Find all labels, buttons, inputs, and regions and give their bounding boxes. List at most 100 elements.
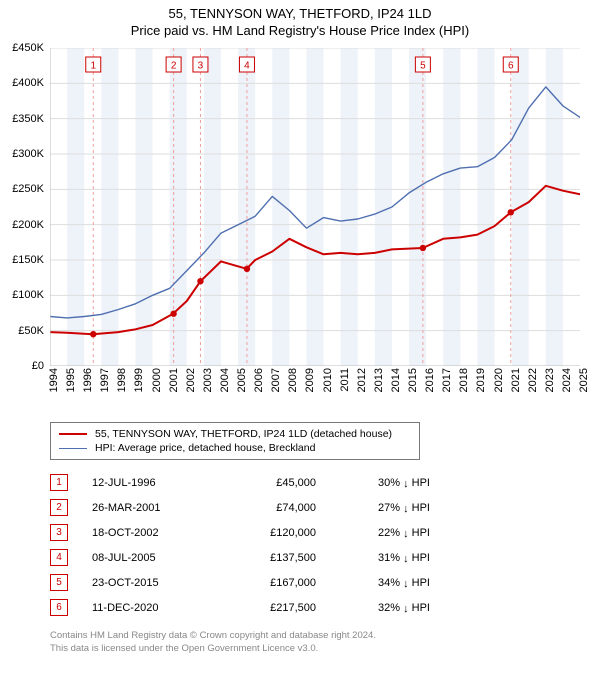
down-arrow-icon: ↓ [403, 528, 409, 540]
y-axis-label: £200K [12, 219, 44, 231]
svg-text:1: 1 [90, 61, 96, 72]
sale-row-pct: 32% ↓ HPI [340, 602, 430, 614]
sale-row-price: £45,000 [226, 477, 316, 489]
x-axis-label: 2006 [253, 368, 265, 392]
y-axis-label: £0 [32, 360, 44, 372]
sale-row: 5 23-OCT-2015 £167,000 34% ↓ HPI [50, 570, 600, 595]
x-axis-label: 2002 [185, 368, 197, 392]
legend-swatch [59, 448, 87, 449]
sale-marker-label: 5 [415, 57, 430, 72]
x-axis-label: 2007 [270, 368, 282, 392]
sale-row-price: £217,500 [226, 602, 316, 614]
x-axis-label: 2011 [339, 368, 351, 392]
down-arrow-icon: ↓ [403, 478, 409, 490]
sale-row-pct: 31% ↓ HPI [340, 552, 430, 564]
sale-marker-label: 6 [503, 57, 518, 72]
x-axis-label: 2013 [373, 368, 385, 392]
sales-table: 1 12-JUL-1996 £45,000 30% ↓ HPI 2 26-MAR-2001… [50, 470, 600, 620]
sale-row: 4 08-JUL-2005 £137,500 31% ↓ HPI [50, 545, 600, 570]
y-axis-label: £350K [12, 113, 44, 125]
sale-marker-label: 2 [166, 57, 181, 72]
legend-swatch [59, 433, 87, 435]
sale-row-date: 23-OCT-2015 [92, 577, 202, 589]
sale-marker-label: 1 [86, 57, 101, 72]
sale-row-pct: 22% ↓ HPI [340, 527, 430, 539]
x-axis-label: 2017 [441, 368, 453, 392]
legend-row: 55, TENNYSON WAY, THETFORD, IP24 1LD (de… [59, 427, 411, 441]
x-axis-label: 2025 [578, 368, 590, 392]
sale-row-marker: 4 [50, 549, 68, 566]
legend: 55, TENNYSON WAY, THETFORD, IP24 1LD (de… [50, 422, 420, 460]
sale-row-date: 26-MAR-2001 [92, 502, 202, 514]
x-axis-label: 2001 [168, 368, 180, 392]
x-axis-label: 2023 [544, 368, 556, 392]
x-axis-label: 2003 [202, 368, 214, 392]
sale-marker-label: 3 [193, 57, 208, 72]
x-axis-label: 2010 [322, 368, 334, 392]
sale-row-price: £137,500 [226, 552, 316, 564]
sale-row: 3 18-OCT-2002 £120,000 22% ↓ HPI [50, 520, 600, 545]
x-axis-label: 2015 [407, 368, 419, 392]
sale-row-pct: 30% ↓ HPI [340, 477, 430, 489]
x-axis-label: 1995 [65, 368, 77, 392]
y-axis-label: £150K [12, 254, 44, 266]
legend-label: HPI: Average price, detached house, Brec… [95, 442, 315, 454]
x-axis-label: 2021 [510, 368, 522, 392]
svg-text:6: 6 [508, 61, 514, 72]
sale-row-price: £120,000 [226, 527, 316, 539]
sale-row: 1 12-JUL-1996 £45,000 30% ↓ HPI [50, 470, 600, 495]
footer-line-1: Contains HM Land Registry data © Crown c… [50, 630, 600, 643]
sale-row-marker: 2 [50, 499, 68, 516]
x-axis-label: 1997 [99, 368, 111, 392]
sale-row: 2 26-MAR-2001 £74,000 27% ↓ HPI [50, 495, 600, 520]
y-axis-label: £250K [12, 183, 44, 195]
svg-text:3: 3 [198, 61, 204, 72]
y-axis-label: £300K [12, 148, 44, 160]
x-axis-label: 2012 [356, 368, 368, 392]
y-axis-label: £450K [12, 42, 44, 54]
svg-text:4: 4 [244, 61, 250, 72]
y-axis-label: £100K [12, 289, 44, 301]
y-axis-label: £50K [18, 325, 44, 337]
x-axis-label: 1996 [82, 368, 94, 392]
sale-row-price: £74,000 [226, 502, 316, 514]
x-axis-label: 2000 [151, 368, 163, 392]
sale-row-date: 08-JUL-2005 [92, 552, 202, 564]
sale-row-price: £167,000 [226, 577, 316, 589]
x-axis-label: 1994 [48, 368, 60, 392]
x-axis-label: 2004 [219, 368, 231, 392]
sale-row-marker: 6 [50, 599, 68, 616]
down-arrow-icon: ↓ [403, 503, 409, 515]
sale-marker-label: 4 [239, 57, 254, 72]
x-axis-label: 2022 [527, 368, 539, 392]
svg-text:5: 5 [420, 61, 426, 72]
x-axis-label: 2019 [475, 368, 487, 392]
footer-attribution: Contains HM Land Registry data © Crown c… [50, 630, 600, 656]
sale-row-date: 11-DEC-2020 [92, 602, 202, 614]
sale-row-pct: 34% ↓ HPI [340, 577, 430, 589]
x-axis-label: 1999 [133, 368, 145, 392]
x-axis-label: 2009 [304, 368, 316, 392]
sale-row-date: 12-JUL-1996 [92, 477, 202, 489]
x-axis-label: 2005 [236, 368, 248, 392]
sale-row-pct: 27% ↓ HPI [340, 502, 430, 514]
chart-area: £0£50K£100K£150K£200K£250K£300K£350K£400… [50, 48, 580, 406]
svg-text:2: 2 [171, 61, 177, 72]
page-title-line1: 55, TENNYSON WAY, THETFORD, IP24 1LD [0, 6, 600, 21]
x-axis-label: 2014 [390, 368, 402, 392]
down-arrow-icon: ↓ [403, 553, 409, 565]
x-axis-label: 2018 [458, 368, 470, 392]
legend-label: 55, TENNYSON WAY, THETFORD, IP24 1LD (de… [95, 428, 392, 440]
down-arrow-icon: ↓ [403, 578, 409, 590]
x-axis-label: 1998 [116, 368, 128, 392]
sale-row-marker: 5 [50, 574, 68, 591]
y-axis-label: £400K [12, 77, 44, 89]
sale-row-marker: 1 [50, 474, 68, 491]
page-title-line2: Price paid vs. HM Land Registry's House … [0, 23, 600, 38]
sale-row-date: 18-OCT-2002 [92, 527, 202, 539]
x-axis-label: 2008 [287, 368, 299, 392]
x-axis-label: 2016 [424, 368, 436, 392]
sale-row-marker: 3 [50, 524, 68, 541]
x-axis-label: 2020 [493, 368, 505, 392]
sale-row: 6 11-DEC-2020 £217,500 32% ↓ HPI [50, 595, 600, 620]
